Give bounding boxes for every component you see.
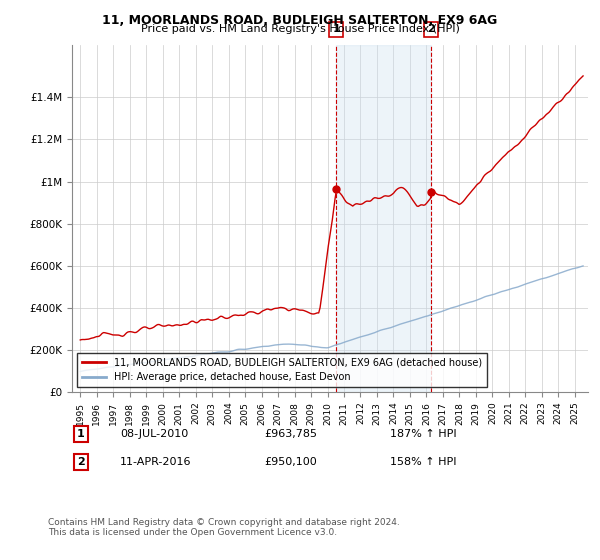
Text: £963,785: £963,785 xyxy=(264,429,317,439)
Text: 1: 1 xyxy=(77,429,85,439)
Text: 11, MOORLANDS ROAD, BUDLEIGH SALTERTON, EX9 6AG: 11, MOORLANDS ROAD, BUDLEIGH SALTERTON, … xyxy=(103,14,497,27)
Text: Price paid vs. HM Land Registry's House Price Index (HPI): Price paid vs. HM Land Registry's House … xyxy=(140,24,460,34)
Text: 2: 2 xyxy=(77,457,85,467)
Text: 187% ↑ HPI: 187% ↑ HPI xyxy=(390,429,457,439)
Text: 08-JUL-2010: 08-JUL-2010 xyxy=(120,429,188,439)
Text: Contains HM Land Registry data © Crown copyright and database right 2024.
This d: Contains HM Land Registry data © Crown c… xyxy=(48,518,400,538)
Text: 1: 1 xyxy=(332,25,340,34)
Text: £950,100: £950,100 xyxy=(264,457,317,467)
Text: 158% ↑ HPI: 158% ↑ HPI xyxy=(390,457,457,467)
Legend: 11, MOORLANDS ROAD, BUDLEIGH SALTERTON, EX9 6AG (detached house), HPI: Average p: 11, MOORLANDS ROAD, BUDLEIGH SALTERTON, … xyxy=(77,353,487,387)
Text: 2: 2 xyxy=(427,25,435,34)
Text: 11-APR-2016: 11-APR-2016 xyxy=(120,457,191,467)
Bar xyxy=(336,45,431,392)
